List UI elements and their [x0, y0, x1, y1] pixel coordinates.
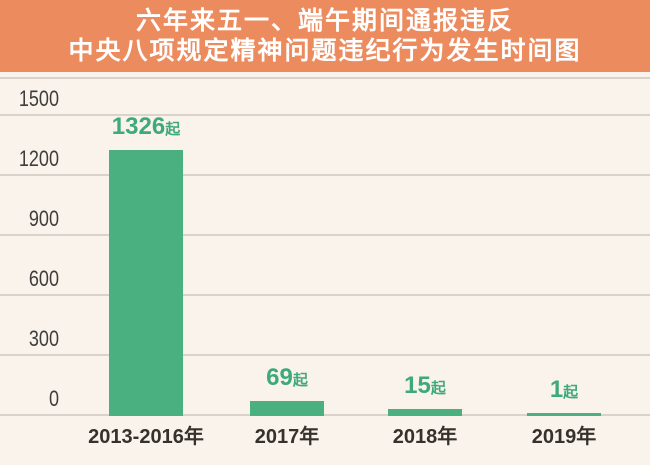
bar-value: 15 [404, 372, 431, 399]
y-axis-label: 1500 [18, 86, 59, 111]
chart-title-line2: 中央八项规定精神问题违纪行为发生时间图 [68, 37, 582, 65]
gridline-1200 [0, 174, 650, 176]
bar-value-label: 15起 [345, 372, 505, 400]
plot-top-border [0, 77, 650, 79]
gridline-900 [0, 234, 650, 236]
bar-value-unit: 起 [292, 372, 308, 389]
bar-2019年 [527, 413, 601, 416]
x-axis-label: 2017年 [254, 426, 320, 448]
gridline-300 [0, 354, 650, 356]
bar-value-unit: 起 [430, 380, 446, 397]
bar-value-unit: 起 [563, 384, 579, 401]
gridline-1500 [0, 114, 650, 116]
bar-value: 1 [549, 376, 564, 403]
bar-2018年 [388, 409, 462, 416]
y-axis-label: 300 [28, 326, 59, 351]
bar-value-label: 69起 [207, 364, 367, 392]
gridline-600 [0, 294, 650, 296]
bar-2017年 [250, 401, 324, 416]
title-banner: 六年来五一、端午期间通报违反 中央八项规定精神问题违纪行为发生时间图 [0, 0, 650, 72]
bar-value: 1326 [111, 113, 166, 140]
y-axis-label: 600 [28, 266, 59, 291]
gridline-0 [0, 414, 650, 416]
x-axis-label: 2018年 [392, 426, 458, 448]
chart-title-line1: 六年来五一、端午期间通报违反 [135, 7, 514, 35]
y-axis-label: 0 [48, 386, 59, 411]
bar-2013-2016年 [109, 150, 183, 416]
y-axis-label: 1200 [18, 146, 59, 171]
bar-value-label: 1起 [484, 376, 644, 404]
bar-value-unit: 起 [165, 121, 181, 138]
bar-value-label: 1326起 [66, 113, 226, 141]
bar-value: 69 [266, 364, 293, 391]
x-axis-label: 2019年 [531, 426, 597, 448]
y-axis-label: 900 [28, 206, 59, 231]
x-axis-label: 2013-2016年 [88, 426, 204, 448]
